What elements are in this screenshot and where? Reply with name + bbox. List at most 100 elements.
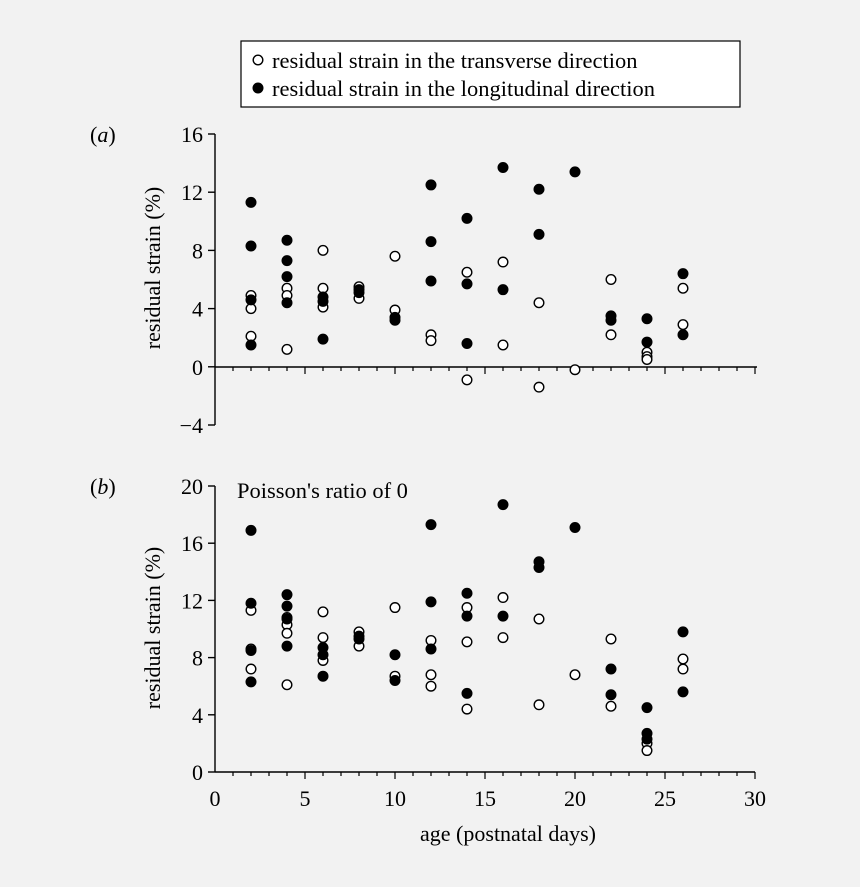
panel-b-transverse-point (677, 653, 689, 665)
panel-b-x-tick-label: 20 (564, 786, 586, 811)
panel-b: (b) Poisson's ratio of 0 residual strain… (90, 474, 766, 846)
panel-a-longitudinal-point (281, 271, 293, 283)
panel-a-y-tick-label: 16 (181, 122, 203, 147)
panel-a-longitudinal-point (641, 336, 653, 348)
panel-a-transverse-point (677, 282, 689, 294)
panel-b-x-tick-label: 15 (474, 786, 496, 811)
panel-b-longitudinal-point (461, 587, 473, 599)
panel-b-longitudinal-point (317, 649, 329, 661)
panel-a-letter: a (97, 122, 108, 147)
panel-b-label: (b) (90, 474, 116, 499)
panel-a-longitudinal-point (281, 234, 293, 246)
panel-a-transverse-point (605, 329, 617, 341)
panel-b-longitudinal-point (353, 633, 365, 645)
panel-b-transverse-point (533, 613, 545, 625)
panel-b-transverse-point (641, 745, 653, 757)
panel-b-points (245, 499, 689, 757)
panel-b-transverse-point (281, 679, 293, 691)
panel-a-transverse-point (533, 297, 545, 309)
panel-a-transverse-point (317, 244, 329, 256)
panel-b-transverse-point (605, 700, 617, 712)
panel-b-x-ticks: 0 5 10 15 20 25 30 (210, 772, 766, 811)
panel-a-longitudinal-point (569, 166, 581, 178)
legend-box (240, 40, 741, 108)
panel-a-longitudinal-point (641, 313, 653, 325)
panel-b-longitudinal-point (425, 643, 437, 655)
panel-b-longitudinal-point (245, 597, 257, 609)
panel-a-points (245, 161, 689, 393)
panel-b-longitudinal-point (533, 562, 545, 574)
panel-b-transverse-point (569, 669, 581, 681)
panel-a-longitudinal-point (497, 161, 509, 173)
panel-a-longitudinal-point (317, 333, 329, 345)
panel-b-longitudinal-point (245, 524, 257, 536)
panel-a-longitudinal-point (425, 179, 437, 191)
panel-a-transverse-point (497, 339, 509, 351)
panel-a-longitudinal-point (425, 236, 437, 248)
panel-b-transverse-point (461, 636, 473, 648)
panel-a-transverse-point (461, 266, 473, 278)
panel-a-transverse-point (461, 374, 473, 386)
legend-open-circle-marker (252, 54, 264, 66)
panel-b-transverse-point (245, 663, 257, 675)
panel-a-label: (a) (90, 122, 116, 147)
legend: residual strain in the transverse direct… (240, 40, 741, 108)
panel-a-ylabel: residual strain (%) (140, 187, 165, 350)
panel-b-transverse-point (497, 632, 509, 644)
panel-a-longitudinal-point (461, 278, 473, 290)
panel-b-longitudinal-point (605, 689, 617, 701)
panel-a-x-ticks (232, 367, 756, 374)
panel-b-y-tick-label: 12 (181, 588, 203, 613)
panel-a-y-tick-label: 12 (181, 180, 203, 205)
panel-a-longitudinal-point (281, 255, 293, 267)
panel-b-ylabel: residual strain (%) (140, 547, 165, 710)
panel-b-longitudinal-point (497, 610, 509, 622)
panel-b-y-tick-label: 16 (181, 531, 203, 556)
panel-b-longitudinal-point (425, 596, 437, 608)
panel-b-longitudinal-point (641, 733, 653, 745)
panel-b-xlabel: age (postnatal days) (420, 821, 596, 846)
legend-longitudinal-label: residual strain in the longitudinal dire… (272, 76, 655, 101)
panel-a-y-tick-label: 0 (192, 355, 203, 380)
panel-b-y-tick-label: 20 (181, 474, 203, 499)
panel-a-longitudinal-point (317, 295, 329, 307)
panel-b-transverse-point (677, 663, 689, 675)
panel-b-longitudinal-point (281, 640, 293, 652)
panel-b-longitudinal-point (677, 686, 689, 698)
panel-b-transverse-point (497, 592, 509, 604)
panel-b-transverse-point (281, 627, 293, 639)
panel-b-longitudinal-point (677, 626, 689, 638)
panel-a-longitudinal-point (605, 314, 617, 326)
panel-b-title: Poisson's ratio of 0 (237, 478, 408, 503)
panel-a-longitudinal-point (497, 284, 509, 296)
panel-b-x-tick-label: 5 (300, 786, 311, 811)
panel-a-transverse-point (533, 381, 545, 393)
panel-a-longitudinal-point (245, 240, 257, 252)
panel-a-y-tick-label: 8 (192, 238, 203, 263)
panel-a-longitudinal-point (677, 268, 689, 280)
panel-a-longitudinal-point (533, 228, 545, 240)
panel-b-longitudinal-point (281, 600, 293, 612)
panel-b-longitudinal-point (245, 644, 257, 656)
panel-a-y-tick-label: −4 (180, 413, 203, 438)
panel-a-longitudinal-point (245, 339, 257, 351)
panel-b-longitudinal-point (461, 610, 473, 622)
panel-b-x-tick-label: 10 (384, 786, 406, 811)
panel-a-longitudinal-point (425, 275, 437, 287)
panel-b-transverse-point (425, 669, 437, 681)
panel-b-transverse-point (389, 602, 401, 614)
panel-b-longitudinal-point (425, 519, 437, 531)
panel-a-longitudinal-point (461, 338, 473, 350)
panel-a: (a) residual strain (%) −4 0 4 8 12 16 (90, 122, 757, 438)
legend-transverse-label: residual strain in the transverse direct… (272, 48, 638, 73)
panel-b-transverse-point (605, 633, 617, 645)
panel-a-y-tick-label: 4 (192, 297, 203, 322)
panel-b-transverse-point (317, 606, 329, 618)
panel-a-transverse-point (281, 343, 293, 355)
panel-b-x-tick-label: 25 (654, 786, 676, 811)
panel-b-longitudinal-point (569, 521, 581, 533)
panel-b-longitudinal-point (389, 649, 401, 661)
panel-a-longitudinal-point (245, 196, 257, 208)
panel-a-longitudinal-point (245, 294, 257, 306)
